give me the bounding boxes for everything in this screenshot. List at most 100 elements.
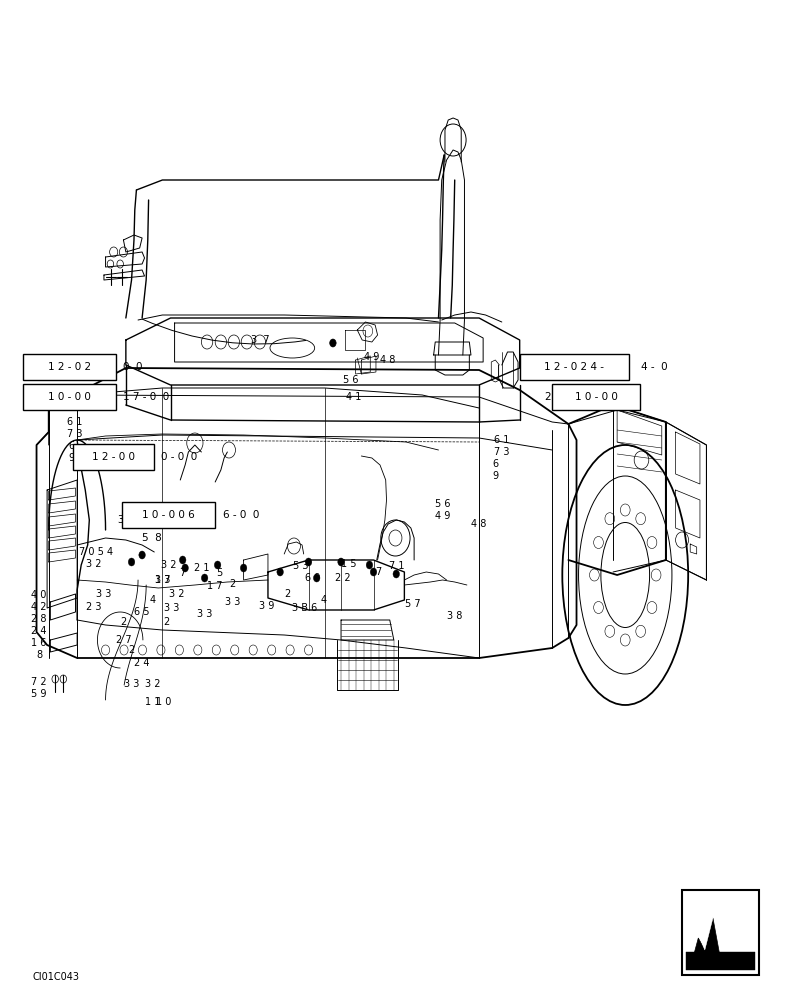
Text: 9: 9 bbox=[68, 453, 75, 463]
Text: 4: 4 bbox=[320, 595, 326, 605]
Text: 3: 3 bbox=[117, 515, 123, 525]
Text: 3 3: 3 3 bbox=[225, 597, 239, 607]
Circle shape bbox=[182, 564, 188, 572]
Text: 1 0 - 0 0: 1 0 - 0 0 bbox=[574, 392, 616, 402]
Text: 9: 9 bbox=[491, 471, 498, 481]
Circle shape bbox=[139, 551, 145, 559]
Circle shape bbox=[305, 558, 311, 566]
Text: 2 4: 2 4 bbox=[134, 658, 150, 668]
Text: 0  0: 0 0 bbox=[123, 362, 143, 372]
Text: 3 9: 3 9 bbox=[259, 601, 273, 611]
Text: 1 2 - 0 0: 1 2 - 0 0 bbox=[92, 452, 135, 462]
Text: 1 7 - 0  0: 1 7 - 0 0 bbox=[123, 392, 169, 402]
Bar bbox=[73, 444, 154, 470]
Text: 2: 2 bbox=[284, 589, 290, 599]
Text: 2: 2 bbox=[229, 579, 235, 589]
Text: 7 3: 7 3 bbox=[493, 447, 509, 457]
Text: 2 2: 2 2 bbox=[334, 573, 350, 583]
Circle shape bbox=[393, 570, 399, 578]
Polygon shape bbox=[699, 918, 712, 950]
Text: 3  7: 3 7 bbox=[251, 335, 268, 345]
Text: 3 2: 3 2 bbox=[85, 559, 101, 569]
Text: 2: 2 bbox=[543, 392, 550, 402]
Circle shape bbox=[337, 558, 344, 566]
Text: 6: 6 bbox=[491, 459, 498, 469]
Text: 6 - 0  0: 6 - 0 0 bbox=[223, 510, 260, 520]
Circle shape bbox=[277, 568, 283, 576]
Text: 3 3: 3 3 bbox=[165, 603, 179, 613]
Bar bbox=[122, 502, 215, 528]
Text: 5 6: 5 6 bbox=[342, 375, 358, 385]
Text: 4: 4 bbox=[149, 595, 156, 605]
Circle shape bbox=[214, 561, 221, 569]
Circle shape bbox=[240, 564, 247, 572]
Text: 3 3: 3 3 bbox=[197, 609, 212, 619]
Text: 2: 2 bbox=[163, 617, 169, 627]
Text: 2 8: 2 8 bbox=[31, 614, 47, 624]
Text: 3 3: 3 3 bbox=[124, 679, 139, 689]
Text: 5 9: 5 9 bbox=[31, 689, 47, 699]
Text: 1 5: 1 5 bbox=[341, 559, 357, 569]
Text: 1 0: 1 0 bbox=[157, 697, 171, 707]
Text: 2: 2 bbox=[120, 617, 127, 627]
Bar bbox=[685, 952, 754, 970]
Circle shape bbox=[366, 561, 372, 569]
Text: 3 2: 3 2 bbox=[161, 560, 177, 570]
Text: 1 0 - 0 0 6: 1 0 - 0 0 6 bbox=[142, 510, 195, 520]
Text: 6 1: 6 1 bbox=[67, 417, 82, 427]
Text: 5  8: 5 8 bbox=[142, 533, 161, 543]
Text: 2 1: 2 1 bbox=[193, 563, 209, 573]
Polygon shape bbox=[691, 918, 720, 962]
Text: 2 7: 2 7 bbox=[115, 635, 131, 645]
Text: 2 3: 2 3 bbox=[85, 602, 101, 612]
Text: 3 3: 3 3 bbox=[155, 575, 169, 585]
Bar bbox=[519, 354, 629, 380]
Text: 6: 6 bbox=[68, 441, 75, 451]
Bar bbox=[23, 354, 116, 380]
Text: 4 -  0: 4 - 0 bbox=[641, 362, 667, 372]
Text: 5 6: 5 6 bbox=[434, 499, 450, 509]
Text: 4 8: 4 8 bbox=[471, 519, 486, 529]
Text: 1 2 - 0 2: 1 2 - 0 2 bbox=[48, 362, 91, 372]
Circle shape bbox=[313, 574, 320, 582]
Text: 4 8: 4 8 bbox=[380, 355, 395, 365]
Text: 7 2: 7 2 bbox=[31, 677, 47, 687]
Circle shape bbox=[201, 574, 208, 582]
Circle shape bbox=[128, 558, 135, 566]
Text: 5 7: 5 7 bbox=[404, 599, 420, 609]
Text: 1 7: 1 7 bbox=[206, 581, 222, 591]
Text: 4 2: 4 2 bbox=[31, 602, 47, 612]
Text: 3 3: 3 3 bbox=[97, 589, 111, 599]
Text: 1 6: 1 6 bbox=[32, 638, 46, 648]
Text: 3 B 6: 3 B 6 bbox=[291, 603, 317, 613]
Text: 3 8: 3 8 bbox=[447, 611, 461, 621]
Text: 4 9: 4 9 bbox=[364, 352, 379, 362]
Bar bbox=[23, 384, 116, 410]
Text: 3 2: 3 2 bbox=[169, 589, 185, 599]
Circle shape bbox=[179, 556, 186, 564]
Text: 5: 5 bbox=[216, 568, 222, 578]
Text: 7 3: 7 3 bbox=[67, 429, 83, 439]
Text: 0 - 0  0: 0 - 0 0 bbox=[161, 452, 197, 462]
Text: 4 1: 4 1 bbox=[345, 392, 360, 402]
FancyArrowPatch shape bbox=[142, 319, 306, 344]
Text: 7: 7 bbox=[179, 568, 186, 578]
Bar bbox=[681, 890, 758, 975]
Bar bbox=[551, 384, 639, 410]
Text: 2 4: 2 4 bbox=[31, 626, 47, 636]
Text: 4 0: 4 0 bbox=[32, 590, 46, 600]
Text: 1 7: 1 7 bbox=[154, 575, 170, 585]
Circle shape bbox=[329, 339, 336, 347]
Text: 1 0 - 0 0: 1 0 - 0 0 bbox=[48, 392, 91, 402]
Text: 1 2 - 0 2 4 -: 1 2 - 0 2 4 - bbox=[544, 362, 603, 372]
Text: 7: 7 bbox=[375, 567, 381, 577]
Text: 4 9: 4 9 bbox=[435, 511, 449, 521]
Text: 6 5: 6 5 bbox=[134, 607, 150, 617]
Text: 2: 2 bbox=[128, 645, 135, 655]
Text: 7 1: 7 1 bbox=[388, 561, 404, 571]
Text: 3 2: 3 2 bbox=[144, 679, 161, 689]
Circle shape bbox=[370, 568, 376, 576]
Text: CI01C043: CI01C043 bbox=[32, 972, 79, 982]
Text: 8: 8 bbox=[36, 650, 42, 660]
Text: 5 3: 5 3 bbox=[292, 561, 308, 571]
